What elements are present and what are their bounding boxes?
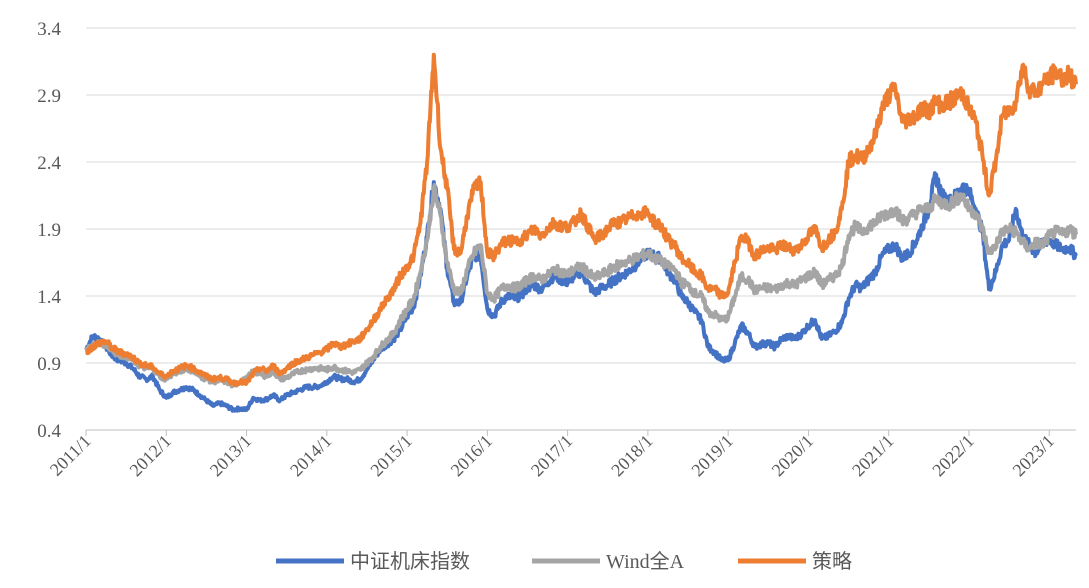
legend-label: 策略 [812, 550, 852, 573]
x-tick-label: 2013/1 [206, 431, 256, 481]
y-tick-label: 3.4 [37, 19, 61, 40]
x-tick-label: 2019/1 [687, 431, 737, 481]
x-tick-label: 2020/1 [768, 431, 818, 481]
y-tick-label: 1.9 [37, 220, 61, 241]
x-tick-label: 2022/1 [928, 431, 978, 481]
x-axis: 2011/1 2012/1 2013/1 2014/1 2015/1 2016/1 2017… [46, 430, 1058, 480]
y-tick-label: 0.9 [37, 354, 61, 375]
x-tick-label: 2018/1 [607, 431, 657, 481]
series-line-2 [84, 52, 1078, 387]
series-lines [84, 52, 1078, 413]
x-tick-label: 2015/1 [366, 431, 416, 481]
x-tick-label: 2014/1 [286, 431, 336, 481]
legend: 中证机床指数 Wind全A 策略 [276, 550, 852, 573]
x-tick-label: 2012/1 [126, 431, 176, 481]
y-tick-label: 0.4 [37, 421, 61, 442]
x-tick-label: 2016/1 [447, 431, 497, 481]
x-tick-label: 2017/1 [527, 431, 577, 481]
y-tick-label: 1.4 [37, 287, 61, 308]
y-tick-label: 2.4 [37, 153, 61, 174]
x-tick-label: 2023/1 [1009, 431, 1059, 481]
x-tick-label: 2021/1 [848, 431, 898, 481]
legend-label: Wind全A [606, 550, 685, 573]
legend-label: 中证机床指数 [350, 550, 470, 573]
y-tick-label: 2.9 [37, 86, 61, 107]
y-axis-ticks: 0.4 0.9 1.4 1.9 2.4 2.9 3.4 [37, 19, 61, 442]
gridlines [86, 27, 1076, 431]
